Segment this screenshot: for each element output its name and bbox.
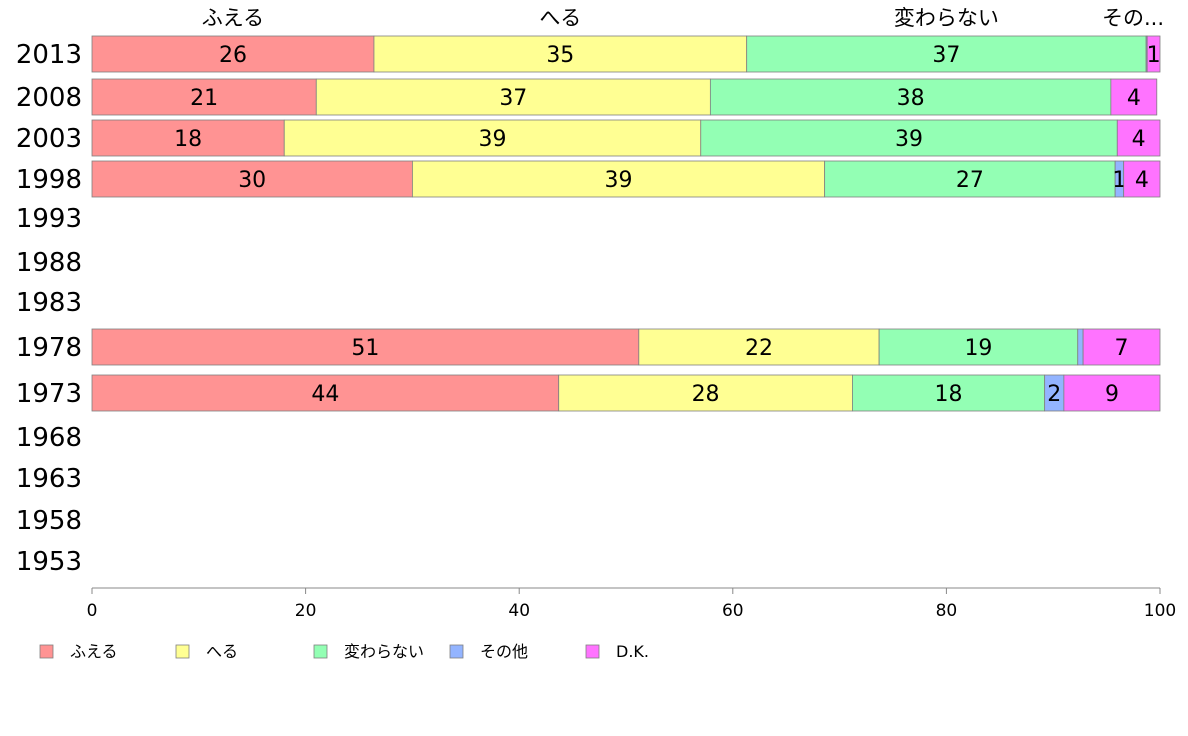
bar-value-label: 37 [499,86,527,111]
bar-value-label: 1 [1147,43,1161,68]
year-label: 1953 [16,547,82,577]
bar-segment [709,78,1112,116]
legend-swatch [175,644,190,659]
legend-swatch [449,644,464,659]
bar-value-label: 28 [692,382,720,407]
year-label: 1973 [16,379,82,409]
bar-value-label: 27 [956,168,984,193]
bar-segment [746,35,1147,73]
bar-segment [824,160,1116,198]
x-tick-label: 40 [508,601,530,621]
bar-value-label: 30 [238,168,266,193]
top-segment-label: その... [1102,6,1164,30]
bar-segment [638,328,880,366]
bar-segment [1077,328,1084,366]
bar-segment [91,160,413,198]
bar-value-label: 44 [311,382,339,407]
year-label: 1978 [16,333,82,363]
legend-swatch [39,644,54,659]
bar-value-label: 22 [745,336,773,361]
bar-segment [878,328,1079,366]
bar-segment [315,78,711,116]
x-axis: 0 20 40 60 80 100 [87,587,1176,621]
bar-segment [1082,328,1161,366]
bar-value-label: 21 [190,86,218,111]
bar-value-label: 4 [1127,86,1141,111]
bar-value-label: 38 [897,86,925,111]
bar-segment [558,374,853,412]
bar-value-label: 39 [479,127,507,152]
legend-swatch [585,644,600,659]
year-label: 1958 [16,506,82,536]
year-label: 1998 [16,165,82,195]
year-label: 2008 [16,83,82,113]
x-tick-label: 80 [936,601,958,621]
bars-group: 26 35 37 121 37 38 418 39 39 430 39 27 1 451 22 19 744 28… [91,35,1161,412]
bar-value-label: 2 [1047,382,1061,407]
top-segment-label: へる [539,6,581,30]
year-labels: 2013 2008 2003 1998 1993 1988 1983 1978 1973 1968… [16,40,82,577]
bar-value-label: 4 [1135,168,1149,193]
bar-segment [373,35,748,73]
year-label: 1983 [16,288,82,318]
bar-segment [91,78,317,116]
top-segment-label: ふえる [202,6,264,30]
bar-segment [1123,160,1161,198]
bar-value-label: 39 [895,127,923,152]
x-tick-label: 0 [87,601,98,621]
year-label: 1963 [16,464,82,494]
bar-segment [1110,78,1158,116]
bar-segment [91,328,640,366]
year-label: 1988 [16,248,82,278]
legend-label: ふえる [70,642,118,661]
bar-value-label: 51 [351,336,379,361]
bar-segment [1116,119,1161,157]
bar-value-label: 9 [1105,382,1119,407]
legend-swatch [313,644,328,659]
legend: ふえる へる 変わらない その他 D.K. [39,642,649,661]
bar-segment [91,119,285,157]
x-tick-label: 100 [1144,601,1176,621]
legend-label: 変わらない [344,642,424,661]
bar-segment [91,35,375,73]
bar-segment [700,119,1118,157]
bar-segment [852,374,1046,412]
year-label: 1993 [16,204,82,234]
bar-value-label: 4 [1132,127,1146,152]
legend-label: D.K. [616,642,649,661]
year-label: 2013 [16,40,82,70]
legend-label: へる [206,642,238,661]
x-tick-label: 20 [295,601,317,621]
bar-value-label: 37 [932,43,960,68]
top-segment-label: 変わらない [894,6,999,30]
top-segment-labels: ふえる へる 変わらない その... [202,6,1164,30]
bar-segment [91,374,560,412]
bar-value-label: 7 [1115,336,1129,361]
bar-value-label: 19 [964,336,992,361]
bar-value-label: 18 [174,127,202,152]
bar-value-label: 35 [546,43,574,68]
legend-label: その他 [480,642,528,661]
bar-segment [1063,374,1161,412]
x-tick-label: 60 [722,601,744,621]
bar-value-label: 26 [219,43,247,68]
bar-value-label: 18 [935,382,963,407]
year-label: 1968 [16,423,82,453]
bar-segment [1146,35,1161,73]
bar-value-label: 39 [605,168,633,193]
year-label: 2003 [16,124,82,154]
bar-value-label: 1 [1112,168,1126,193]
bar-segment [283,119,702,157]
